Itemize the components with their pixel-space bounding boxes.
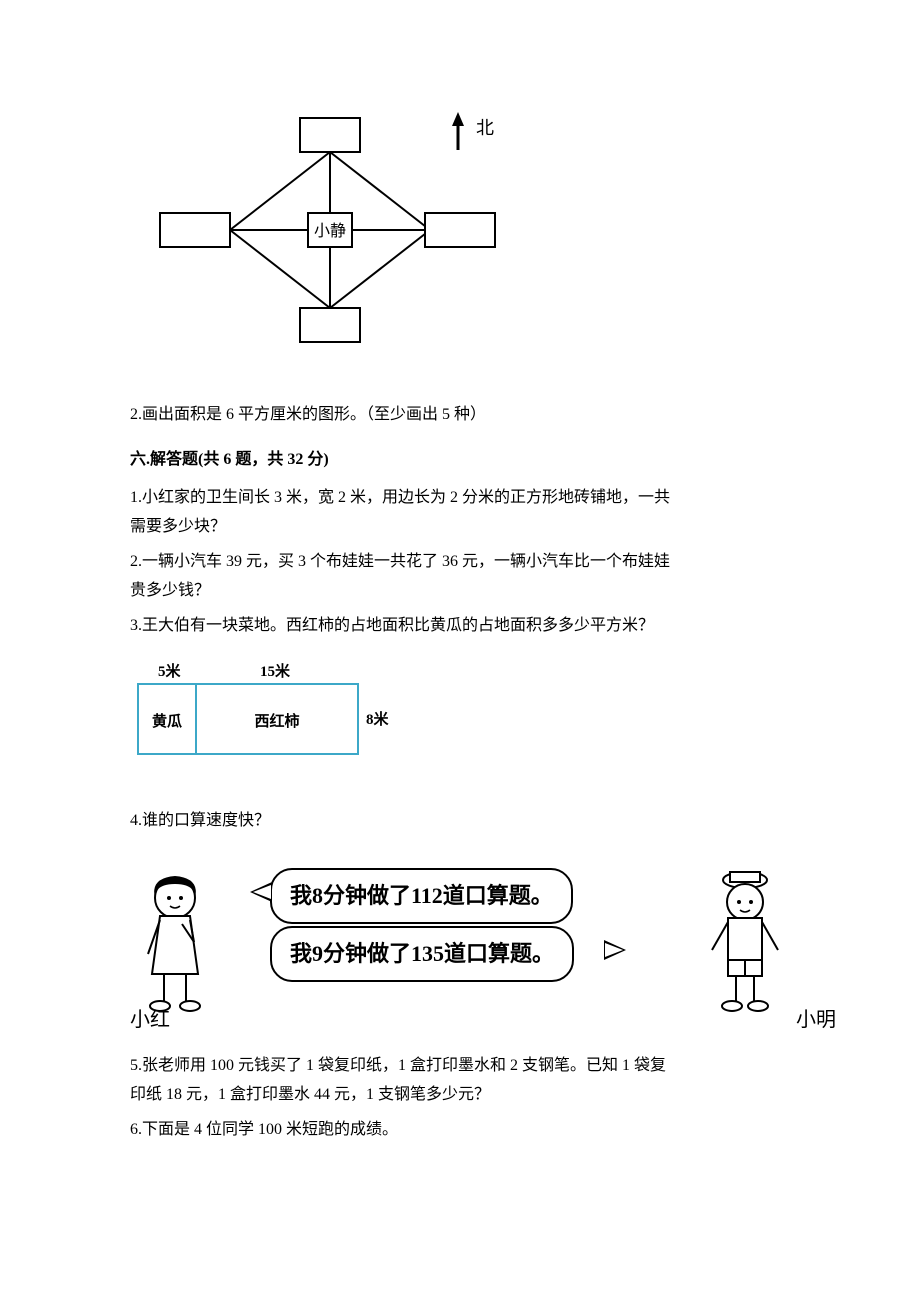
compass-svg: 小静 北	[140, 100, 520, 360]
question-2: 2.画出面积是 6 平方厘米的图形。（至少画出 5 种）	[130, 401, 790, 430]
field-cell-right: 西红柿	[254, 712, 299, 730]
question-6-5-line1: 5.张老师用 100 元钱买了 1 袋复印纸，1 盒打印墨水和 2 支钢笔。已知…	[130, 1052, 790, 1081]
question-6-3: 3.王大伯有一块菜地。西红柿的占地面积比黄瓜的占地面积多多少平方米？	[130, 612, 790, 641]
question-6-1-line2: 需要多少块？	[130, 513, 790, 542]
page: 小静 北 2.画出面积是 6 平方厘米的图形。（至少画出 5 种） 六.解答题(…	[0, 0, 920, 1210]
question-6-5-line2: 印纸 18 元，1 盒打印墨水 44 元，1 支钢笔多少元？	[130, 1081, 790, 1110]
field-right-label: 8米	[366, 710, 390, 728]
girl-icon	[130, 864, 220, 1024]
boy-name: 小明	[796, 1002, 836, 1038]
field-cell-left: 黄瓜	[152, 712, 182, 730]
field-top-left-label: 5米	[158, 662, 182, 680]
diagram-compass: 小静 北	[140, 100, 790, 371]
bubble2-tail-icon	[604, 940, 626, 960]
question-6-4: 4.谁的口算速度快？	[130, 807, 790, 836]
speech-bubble-2: 我9分钟做了135道口算题。	[270, 926, 574, 982]
question-6-1-line1: 1.小红家的卫生间长 3 米，宽 2 米，用边长为 2 分米的正方形地砖铺地，一…	[130, 484, 790, 513]
field-svg: 5米 15米 黄瓜 西红柿 8米	[130, 658, 410, 768]
question-6-2-line1: 2.一辆小汽车 39 元，买 3 个布娃娃一共花了 36 元，一辆小汽车比一个布…	[130, 548, 790, 577]
section-6-title: 六.解答题(共 6 题，共 32 分)	[130, 446, 790, 475]
question-6-2-line2: 贵多少钱？	[130, 577, 790, 606]
center-label: 小静	[314, 222, 346, 240]
diagram-kids: 小红 小明 我8分钟做了112道口算题。 我9分钟做了135道口算题。	[130, 854, 790, 1034]
bubble1-tail-icon	[250, 882, 272, 902]
north-arrow-icon	[452, 112, 464, 126]
speech-bubble-1: 我8分钟做了112道口算题。	[270, 868, 573, 924]
boy-icon	[700, 864, 790, 1024]
field-top-right-label: 15米	[260, 662, 291, 680]
diagram-field: 5米 15米 黄瓜 西红柿 8米	[130, 658, 790, 779]
girl-name: 小红	[130, 1002, 170, 1038]
question-6-6: 6.下面是 4 位同学 100 米短跑的成绩。	[130, 1116, 790, 1145]
north-label: 北	[476, 118, 494, 138]
